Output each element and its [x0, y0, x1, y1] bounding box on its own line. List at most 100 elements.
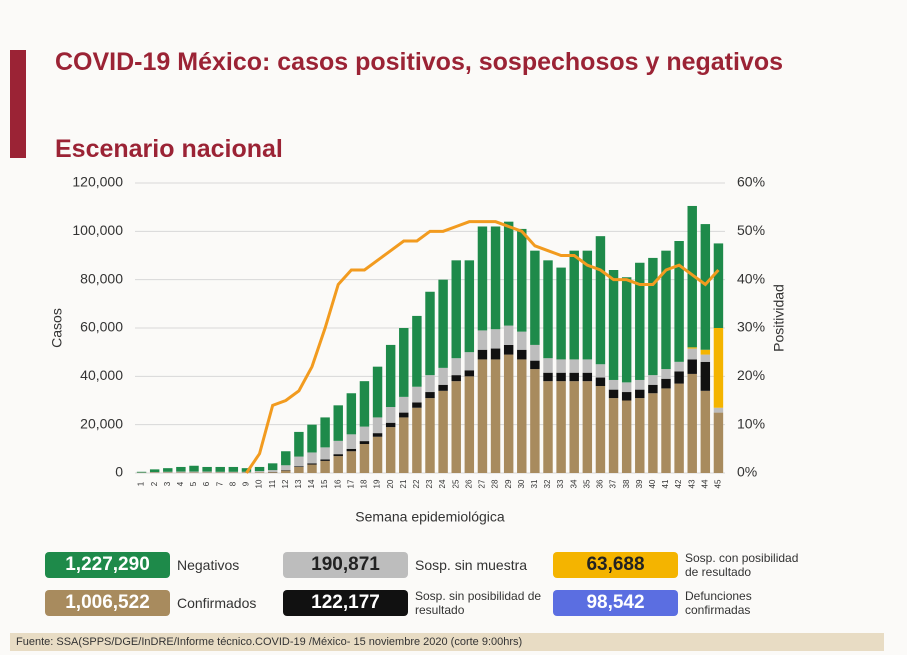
bar-segment [556, 381, 566, 473]
bar-segment [451, 358, 461, 376]
bar-segment [307, 463, 317, 465]
bar-segment [490, 348, 501, 360]
x-tick-label: 12 [281, 479, 290, 488]
bar-segment [464, 370, 475, 377]
bar-segment [307, 464, 317, 473]
bar-segment [713, 243, 724, 328]
summary-value: 98,542 [553, 590, 678, 616]
x-tick-label: 18 [360, 479, 369, 488]
x-tick-label: 21 [399, 479, 408, 488]
bar-segment [661, 388, 671, 473]
bar-segment [294, 466, 304, 473]
legend-entry: Sosp. sin muestra [415, 557, 528, 573]
bar-segment [399, 412, 409, 418]
x-tick-label: 4 [176, 481, 185, 486]
bar-segment [176, 466, 186, 472]
bar-segment [359, 381, 370, 427]
x-tick-label: 32 [543, 479, 552, 488]
x-tick-label: 31 [530, 479, 539, 488]
bar-segment [359, 441, 370, 444]
bar-segment [543, 381, 553, 473]
bar-segment [648, 257, 658, 376]
y-tick-label: 60,000 [80, 319, 123, 335]
bar-segment [595, 377, 606, 386]
x-tick-label: 42 [674, 479, 683, 488]
bar-segment [333, 454, 343, 457]
bar-segment [530, 344, 540, 361]
bar-segment [149, 469, 160, 473]
bar-segment [713, 407, 724, 413]
x-tick-label: 45 [714, 479, 723, 488]
bar-segment [530, 369, 540, 473]
x-tick-label: 30 [517, 479, 526, 488]
y-tick-label: 40,000 [80, 367, 123, 383]
bar-segment [608, 398, 619, 473]
y-tick-label: 120,000 [72, 174, 123, 190]
x-tick-label: 43 [687, 479, 696, 488]
x-tick-label: 3 [163, 481, 172, 486]
bar-segment [294, 431, 304, 457]
bar-segment [425, 398, 435, 473]
x-tick-label: 1 [137, 481, 146, 486]
bar-segment [648, 384, 658, 394]
title: COVID-19 México: casos positivos, sospec… [55, 48, 784, 76]
bar-segment [215, 466, 225, 472]
bar-segment [438, 279, 448, 368]
x-tick-label: 5 [189, 481, 198, 486]
x-tick-label: 2 [150, 481, 159, 486]
bar-segment [163, 471, 173, 473]
bar-segment [412, 386, 422, 403]
bar-segment [320, 417, 330, 448]
x-tick-label: 13 [294, 479, 303, 488]
bar-segment [294, 456, 304, 467]
bar-segment [372, 436, 383, 473]
bar-segment [477, 226, 488, 331]
bar-segment [464, 352, 475, 371]
bar-segment [543, 372, 553, 382]
bar-segment [700, 354, 711, 362]
legend-entry: Negativos [177, 557, 240, 573]
bar-segment [621, 392, 632, 401]
y2-tick-label: 50% [737, 222, 765, 238]
bar-segment [451, 381, 461, 473]
bar-segment [412, 407, 422, 473]
x-tick-label: 14 [307, 479, 316, 488]
bar-segment [228, 471, 239, 473]
bar-segment [661, 369, 671, 379]
bar-segment [503, 354, 514, 473]
bar-segment [530, 360, 540, 370]
bar-segment [425, 392, 435, 399]
bar-segment [635, 262, 645, 380]
bar-segment [202, 471, 212, 473]
bar-segment [359, 444, 370, 473]
x-tick-label: 20 [386, 479, 395, 488]
bar-segment [477, 349, 488, 360]
bar-segment [399, 328, 409, 397]
bar-segment [385, 407, 396, 423]
bar-segment [346, 448, 357, 452]
bar-segment [412, 402, 422, 408]
bar-segment [582, 359, 593, 373]
bar-segment [346, 434, 357, 449]
accent-bar [10, 50, 26, 158]
x-tick-label: 38 [622, 479, 631, 488]
bar-segment [202, 466, 212, 472]
bar-segment [320, 460, 330, 473]
bar-segment [569, 372, 579, 382]
bar-segment [359, 426, 370, 442]
bar-segment [530, 250, 540, 345]
x-tick-label: 35 [582, 479, 591, 488]
legend-entry: Defunciones confirmadas [685, 589, 752, 617]
positivity-line [245, 220, 720, 474]
x-tick-label: 33 [556, 479, 565, 488]
bar-segment [281, 451, 291, 466]
x-tick-label: 11 [268, 479, 277, 488]
x-tick-label: 22 [412, 479, 421, 488]
bar-segment [687, 373, 697, 473]
bar-segment [543, 358, 553, 373]
bar-segment [464, 260, 475, 353]
bar-segment [543, 260, 553, 359]
bar-segment [346, 451, 357, 473]
bar-segment [241, 468, 252, 472]
